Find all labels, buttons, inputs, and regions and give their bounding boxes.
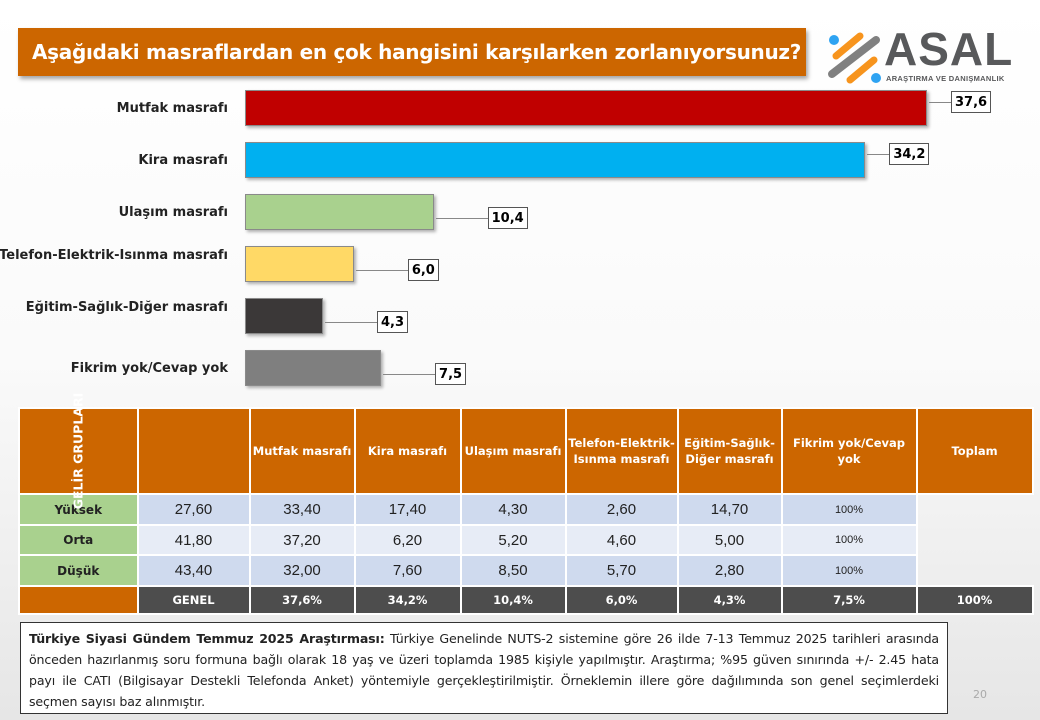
bar: [245, 90, 927, 126]
column-header: Mutfak masrafı: [248, 407, 356, 495]
table-cell: 4,3%: [676, 585, 783, 615]
table-cell: 100%: [780, 493, 918, 526]
asal-logo: ASAL ARAŞTIRMA VE DANIŞMANLIK: [826, 23, 1026, 86]
data-label: 7,5: [435, 363, 467, 385]
column-header: Ulaşım masrafı: [459, 407, 567, 495]
table-cell: 34,2%: [353, 585, 462, 615]
group-label-cell: GELİR GRUPLARI: [18, 393, 139, 509]
table-cell: 43,40: [136, 554, 251, 587]
bar: [245, 350, 382, 386]
table-row: Yüksek 27,60 33,40 17,40 4,30 2,60 14,70 100%: [18, 493, 1033, 526]
table-cell: 100%: [915, 585, 1034, 615]
table-cell: 2,80: [676, 554, 783, 587]
table-cell: 37,6%: [248, 585, 356, 615]
category-label: Fikrim yok/Cevap yok: [70, 360, 228, 376]
table-cell: 5,00: [676, 524, 783, 556]
page-title: Aşağıdaki masraflardan en çok hangisini …: [18, 28, 806, 76]
table-cell: 7,60: [353, 554, 462, 587]
table-cell: 8,50: [459, 554, 567, 587]
table-cell: 27,60: [136, 493, 251, 526]
table-cell: 41,80: [136, 524, 251, 556]
table-cell: 33,40: [248, 493, 356, 526]
table-cell: 6,20: [353, 524, 462, 556]
row-label: Yüksek: [18, 493, 139, 526]
total-row: GENEL 37,6% 34,2% 10,4% 6,0% 4,3% 7,5% 100%: [18, 585, 1034, 615]
table-row: Düşük 43,40 32,00 7,60 8,50 5,70 2,80 100%: [18, 554, 1033, 587]
data-label: 34,2: [889, 143, 930, 165]
leader-line: [929, 102, 951, 103]
table-cell: 100%: [780, 554, 918, 587]
table-cell: 32,00: [248, 554, 356, 587]
methodology-note: Türkiye Siyasi Gündem Temmuz 2025 Araştı…: [20, 622, 948, 714]
row-label: GENEL: [136, 585, 251, 615]
bar: [245, 142, 866, 178]
logo-mark-icon: [828, 32, 881, 84]
table-cell: 14,70: [676, 493, 783, 526]
bar-chart: Mutfak masrafı 37,6 Kira masrafı 34,2 Ulaşım…: [0, 84, 1040, 394]
category-label: Kira masrafı: [138, 152, 228, 168]
column-header: Eğitim-Sağlık-Diğer masrafı: [676, 407, 783, 495]
leader-line: [435, 218, 488, 219]
table-cell: 100%: [780, 524, 918, 556]
table-cell: 6,0%: [564, 585, 679, 615]
bar: [245, 298, 323, 334]
row-label: Düşük: [18, 554, 139, 587]
leader-line: [383, 374, 436, 375]
table-cell: 4,60: [564, 524, 679, 556]
category-label: Ulaşım masrafı: [118, 204, 228, 220]
table-header-row: GELİR GRUPLARI Mutfak masrafı Kira masra…: [18, 393, 1034, 509]
table-cell: 17,40: [353, 493, 462, 526]
table-row: Orta 41,80 37,20 6,20 5,20 4,60 5,00 100%: [18, 524, 1033, 556]
column-header: Fikrim yok/Cevap yok: [780, 407, 918, 495]
column-header: Telefon-Elektrik-Isınma masrafı: [564, 407, 679, 495]
category-label: Mutfak masrafı: [116, 100, 228, 116]
income-group-table: GELİR GRUPLARI Mutfak masrafı Kira masra…: [18, 393, 1034, 615]
table-cell: 5,70: [564, 554, 679, 587]
leader-line: [355, 270, 408, 271]
data-label: 37,6: [951, 91, 992, 113]
column-header: Kira masrafı: [353, 407, 462, 495]
row-label: Orta: [18, 524, 139, 556]
category-label: Telefon-Elektrik-Isınma masrafı: [0, 248, 228, 263]
table-cell: 10,4%: [459, 585, 567, 615]
category-label: Eğitim-Sağlık-Diğer masrafı: [25, 300, 228, 315]
data-label: 6,0: [407, 259, 439, 281]
data-label: 4,3: [376, 311, 409, 333]
data-label: 10,4: [487, 207, 528, 229]
page-number: 20: [973, 688, 987, 701]
table-cell: 37,20: [248, 524, 356, 556]
table-cell: 5,20: [459, 524, 567, 556]
table-cell: 7,5%: [780, 585, 918, 615]
bar: [245, 246, 354, 282]
leader-line: [867, 154, 890, 155]
leader-line: [324, 322, 377, 323]
table-cell: 4,30: [459, 493, 567, 526]
bar: [245, 194, 434, 230]
table-cell: 2,60: [564, 493, 679, 526]
column-header: Toplam: [915, 407, 1034, 495]
